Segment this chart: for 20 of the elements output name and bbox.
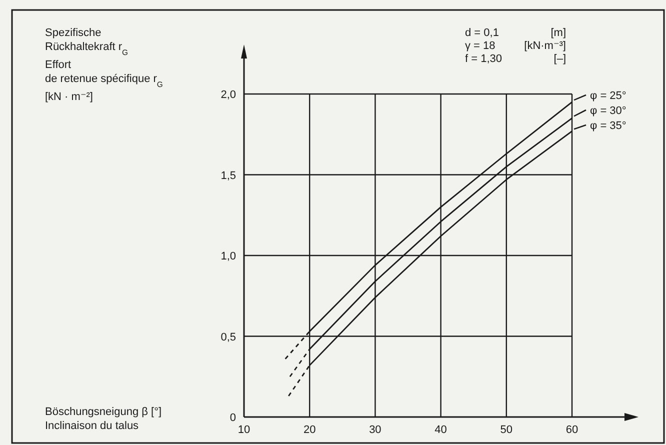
legend-label: φ = 30° — [590, 105, 626, 117]
y-tick-label: 0,5 — [220, 331, 236, 344]
text: Böschungsneigung β [°] — [45, 406, 162, 418]
text: γ = 18 [kN·m⁻³] — [465, 40, 566, 52]
y-tick-label: 1,0 — [220, 250, 236, 262]
legend-label: φ = 25° — [590, 90, 626, 102]
y-tick-label: 0 — [230, 412, 236, 424]
text: Spezifische Rückhaltekraft r$_{G}$ Effort de retenue spécifique r$_{G}$ [kN · m⁻²] — [45, 27, 163, 103]
x-tick-label: 50 — [500, 424, 513, 436]
legend-label: φ = 35° — [590, 120, 626, 132]
y-tick-label: 1,5 — [220, 170, 236, 182]
x-tick-label: 20 — [303, 424, 316, 436]
x-tick-label: 30 — [369, 424, 382, 436]
text: f = 1,30 [–] — [465, 53, 566, 65]
text: d = 0,1 [m] — [465, 27, 566, 39]
y-tick-label: 2,0 — [220, 89, 236, 101]
text: Inclinaison du talus — [45, 420, 140, 432]
x-tick-label: 10 — [238, 424, 250, 436]
x-tick-label: 40 — [434, 424, 447, 436]
x-tick-label: 60 — [566, 424, 578, 436]
